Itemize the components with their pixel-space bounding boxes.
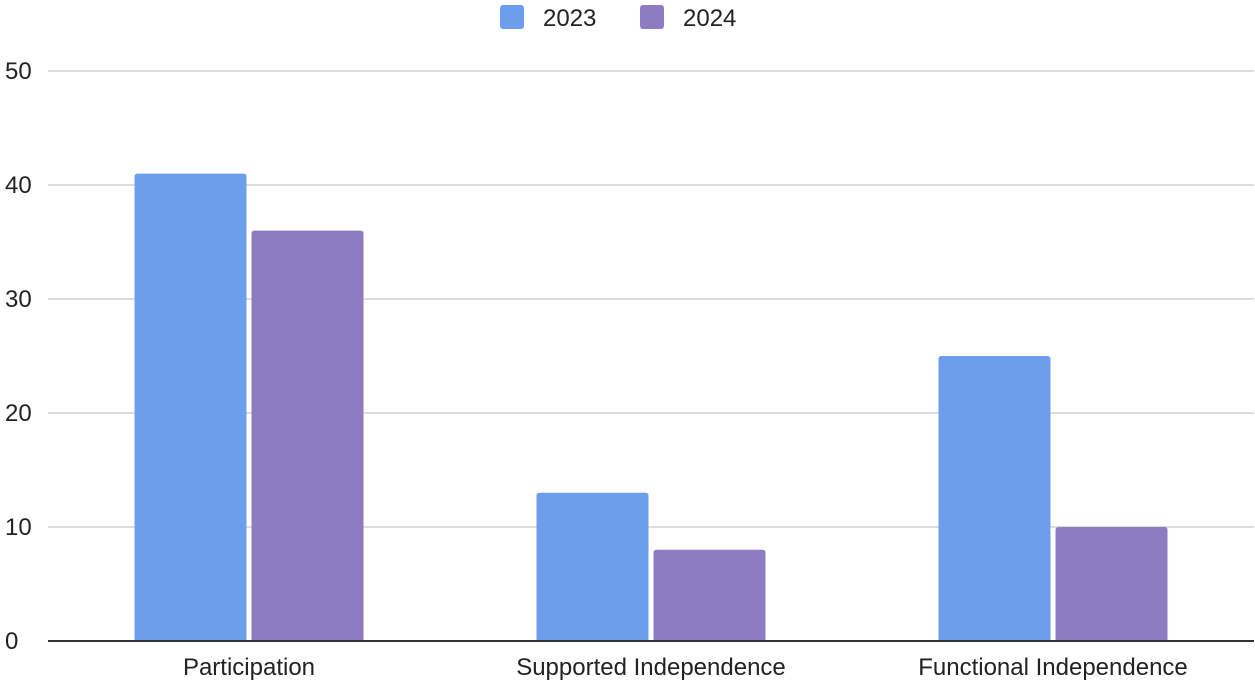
- bars: [134, 173, 1168, 641]
- x-category-label: Participation: [183, 654, 315, 681]
- y-tick-label: 10: [5, 514, 32, 541]
- x-category-label: Functional Independence: [918, 654, 1188, 681]
- bar: [1055, 527, 1168, 641]
- y-tick-label: 40: [5, 172, 32, 199]
- legend-swatch: [640, 5, 664, 29]
- x-category-label: Supported Independence: [516, 654, 786, 681]
- legend-label: 2023: [543, 5, 596, 32]
- y-tick-label: 0: [5, 628, 18, 655]
- gridlines: [48, 70, 1254, 528]
- bar: [653, 549, 766, 641]
- y-tick-label: 50: [5, 58, 32, 85]
- y-tick-label: 30: [5, 286, 32, 313]
- legend-swatch: [500, 5, 524, 29]
- legend-label: 2024: [683, 5, 736, 32]
- y-tick-labels: 0 10 20 30 40 50: [5, 58, 32, 655]
- x-category-labels: Participation Supported Independence Funct…: [183, 654, 1188, 681]
- legend: 2023 2024: [500, 5, 736, 32]
- bar: [938, 356, 1051, 641]
- bar: [251, 230, 364, 641]
- bar: [134, 173, 247, 641]
- bar: [536, 492, 649, 641]
- y-tick-label: 20: [5, 400, 32, 427]
